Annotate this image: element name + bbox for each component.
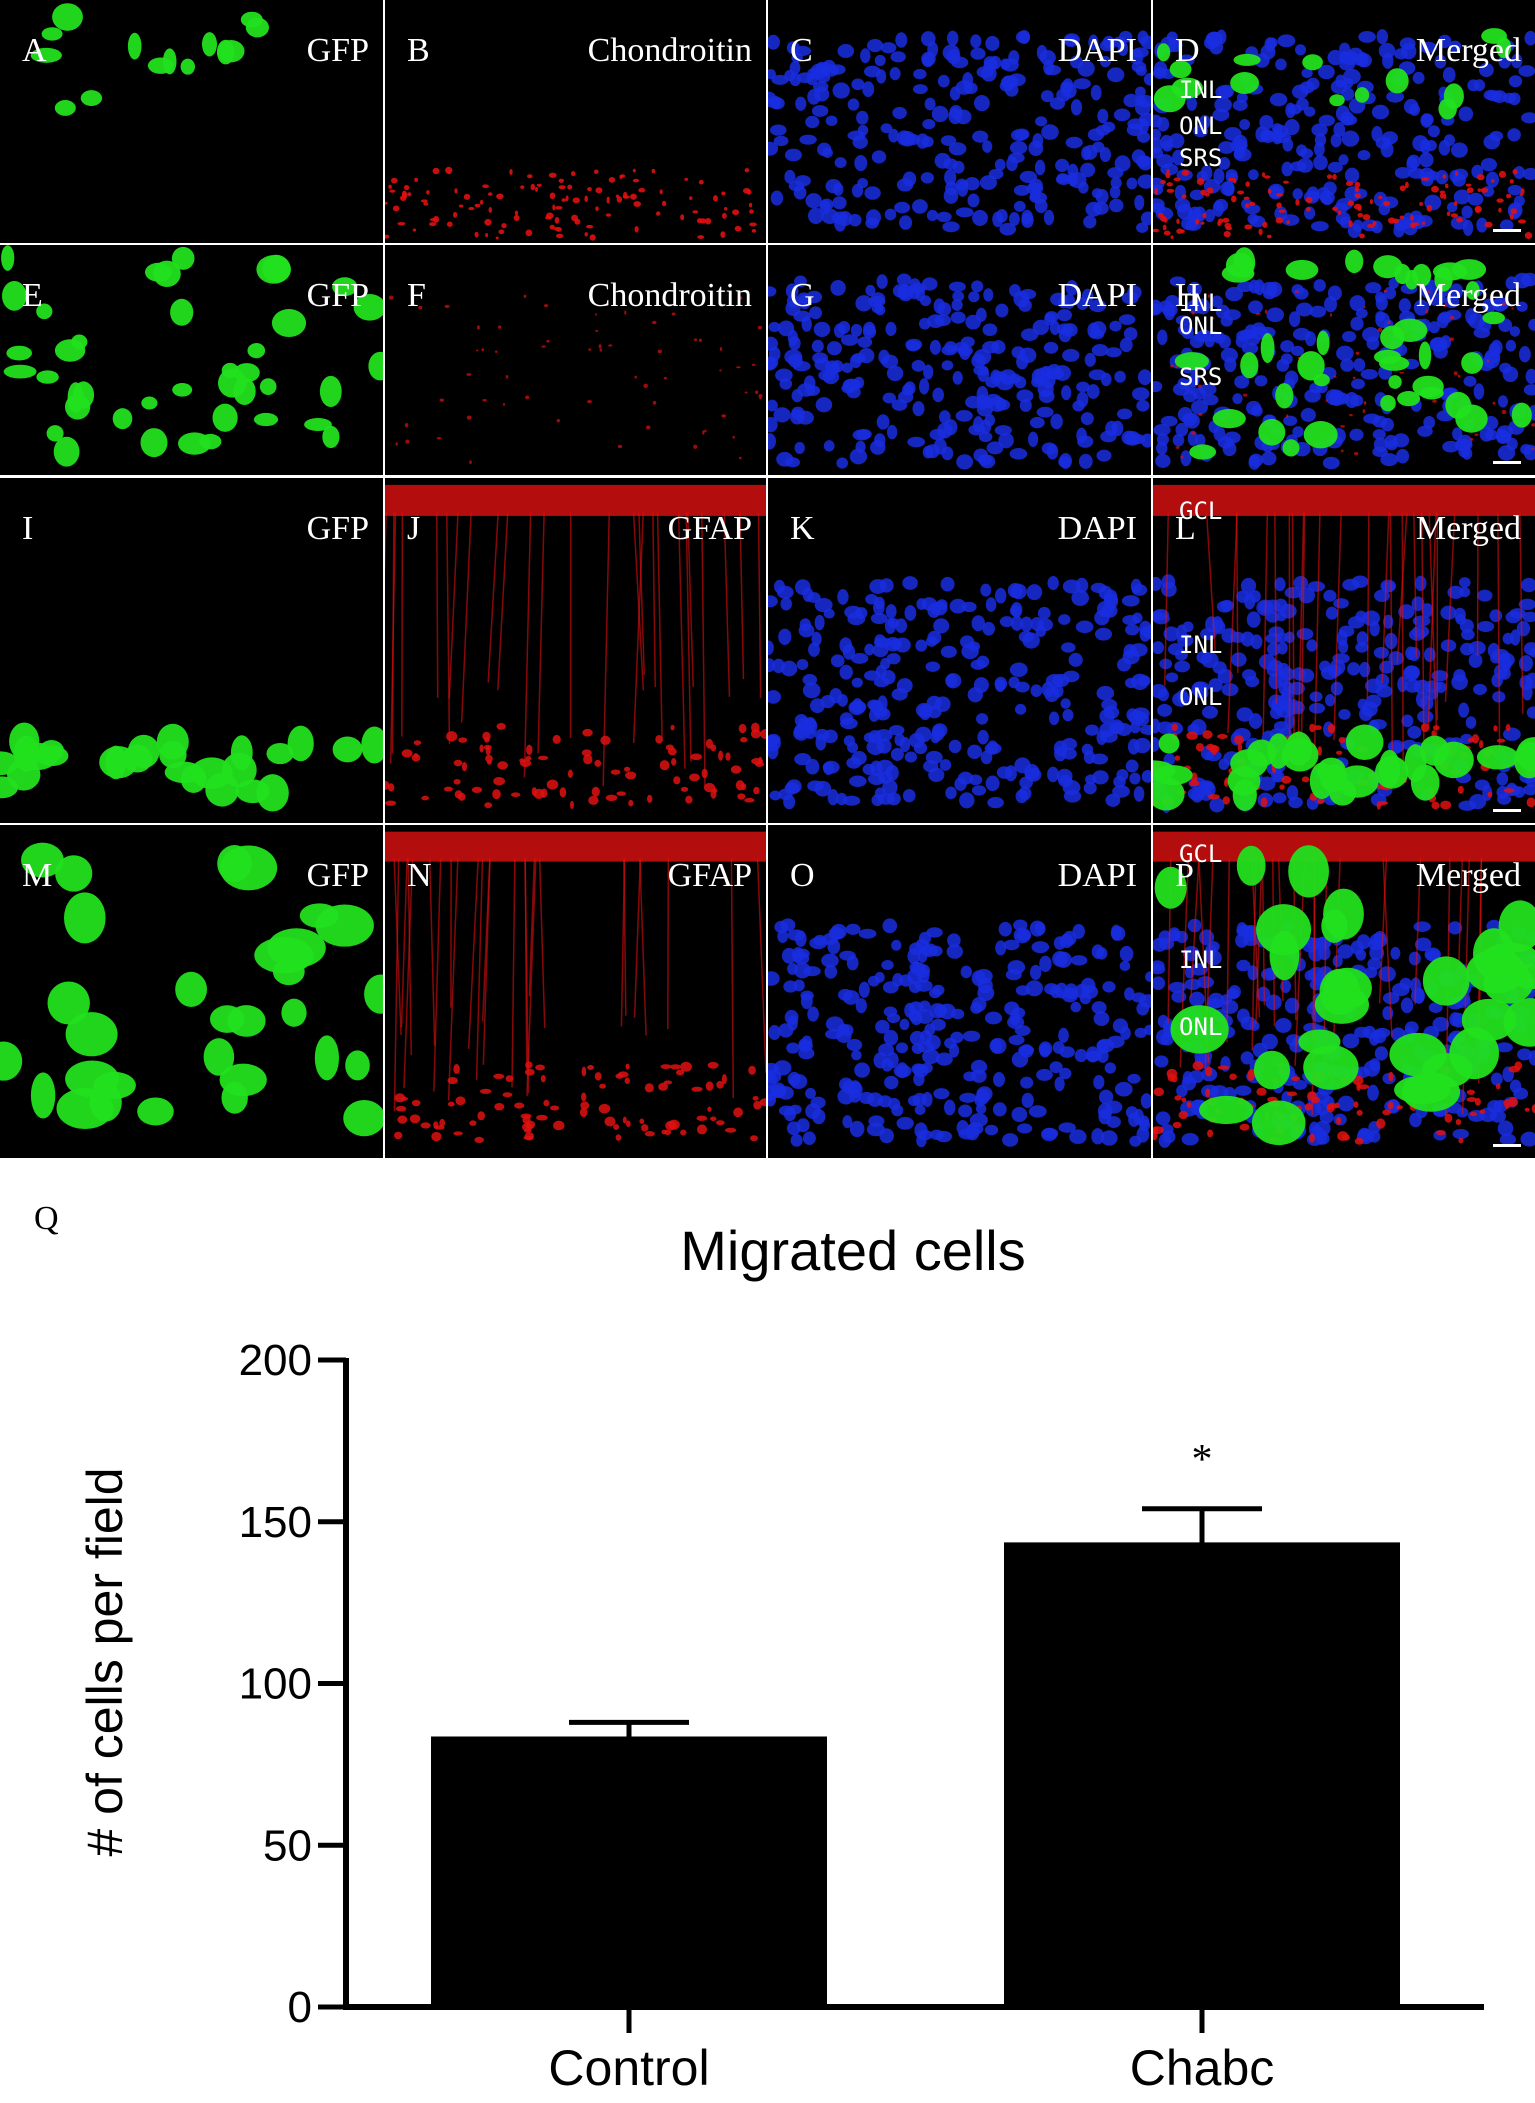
panel-channel-label: Merged xyxy=(1415,277,1521,314)
retinal-layer-label: INL xyxy=(1179,946,1223,975)
panel-letter: I xyxy=(22,510,34,547)
panel-channel-label: DAPI xyxy=(1057,510,1137,547)
micrograph-image xyxy=(388,294,763,464)
micrograph-grid: A GFP B Chondroitin C DAPI D Merged INL ONL SRS E GF… xyxy=(0,0,1535,1158)
micrograph-image xyxy=(1153,28,1535,240)
panel-channel-label: DAPI xyxy=(1057,857,1137,894)
y-axis-label: # of cells per field xyxy=(77,1467,133,1856)
retinal-layer-label: ONL xyxy=(1179,683,1223,711)
micrograph-image xyxy=(768,30,1151,236)
y-tick-label: 200 xyxy=(239,1336,312,1385)
panel-channel-label: GFAP xyxy=(667,510,752,547)
panel-letter: P xyxy=(1175,857,1194,894)
micrograph-panel-e: E GFP xyxy=(0,245,383,475)
micrograph-panel-f: F Chondroitin xyxy=(385,245,766,475)
micrograph-image xyxy=(1,245,383,467)
micrograph-panel-j: J GFAP xyxy=(385,478,766,823)
micrograph-panel-m: M GFP xyxy=(0,825,383,1158)
panel-channel-label: GFP xyxy=(306,857,369,894)
panel-letter: J xyxy=(407,510,421,547)
retinal-layer-label: INL xyxy=(1179,289,1223,317)
panel-channel-label: GFP xyxy=(306,510,369,547)
micrograph-panel-n: N GFAP xyxy=(385,825,766,1158)
panel-channel-label: Merged xyxy=(1415,510,1521,547)
panel-label-q: Q xyxy=(34,1200,59,1237)
y-tick-label: 50 xyxy=(263,1821,312,1870)
panel-channel-label: GFAP xyxy=(667,857,752,894)
scale-bar xyxy=(1493,809,1521,812)
micrograph-panel-i: I GFP xyxy=(0,478,383,823)
micrograph-image xyxy=(1153,247,1535,470)
scale-bar xyxy=(1493,1144,1521,1147)
y-tick-label: 0 xyxy=(288,1983,312,2032)
micrograph-panel-h: H Merged INL ONL SRS xyxy=(1153,245,1535,475)
micrograph-panel-p: P Merged GCL INL ONL xyxy=(1153,825,1535,1158)
y-tick-label: 150 xyxy=(239,1498,312,1547)
panel-channel-label: GFP xyxy=(306,277,369,314)
panel-channel-label: DAPI xyxy=(1057,277,1137,314)
chart-bars: * xyxy=(431,1437,1400,2009)
micrograph-image xyxy=(30,3,269,116)
panel-channel-label: Chondroitin xyxy=(587,32,752,69)
panel-letter: B xyxy=(407,32,430,69)
micrograph-image xyxy=(1153,484,1535,814)
panel-letter: K xyxy=(790,510,815,547)
x-tick-label: Control xyxy=(548,2040,709,2096)
panel-letter: C xyxy=(790,32,813,69)
micrograph-panel-l: L Merged GCL INL ONL xyxy=(1153,478,1535,823)
panel-letter: M xyxy=(22,857,53,894)
significance-marker: * xyxy=(1192,1437,1213,1483)
micrograph-image xyxy=(768,576,1151,810)
panel-letter: H xyxy=(1175,277,1200,314)
panel-letter: A xyxy=(22,32,47,69)
panel-channel-label: Merged xyxy=(1415,857,1521,894)
panel-letter: L xyxy=(1175,510,1196,547)
micrograph-image xyxy=(0,722,383,812)
chart-title: Migrated cells xyxy=(680,1219,1025,1282)
bar-control xyxy=(431,1736,827,2009)
micrograph-image xyxy=(768,273,1151,470)
panel-letter: F xyxy=(407,277,426,314)
panel-channel-label: DAPI xyxy=(1057,32,1137,69)
bar-chart: Migrated cells # of cells per field 0 50 1… xyxy=(77,1219,1484,2096)
retinal-layer-label: INL xyxy=(1179,75,1223,104)
retinal-layer-label: SRS xyxy=(1179,143,1223,172)
panel-letter: G xyxy=(790,277,815,314)
retinal-layer-label: INL xyxy=(1179,631,1223,660)
micrograph-image xyxy=(1153,831,1535,1148)
retinal-layer-label: ONL xyxy=(1179,1012,1223,1041)
micrograph-image xyxy=(768,918,1151,1148)
micrograph-image xyxy=(385,484,766,810)
panel-channel-label: Merged xyxy=(1415,32,1521,69)
micrograph-panel-k: K DAPI xyxy=(768,478,1151,823)
panel-letter: N xyxy=(407,857,432,894)
panel-channel-label: Chondroitin xyxy=(587,277,752,314)
micrograph-image xyxy=(385,166,757,241)
y-tick-label: 100 xyxy=(239,1660,312,1709)
x-tick-label: Chabc xyxy=(1130,2040,1275,2096)
micrograph-panel-a: A GFP xyxy=(0,0,383,243)
retinal-layer-label: GCL xyxy=(1179,496,1223,525)
micrograph-panel-d: D Merged INL ONL SRS xyxy=(1153,0,1535,243)
retinal-layer-label: ONL xyxy=(1179,312,1223,340)
micrograph-panel-c: C DAPI xyxy=(768,0,1151,243)
micrograph-panel-o: O DAPI xyxy=(768,825,1151,1158)
panel-letter: E xyxy=(22,277,43,314)
retinal-layer-label: ONL xyxy=(1179,112,1223,141)
micrograph-image xyxy=(0,842,383,1137)
bar-chabc xyxy=(1004,1542,1400,2009)
micrograph-panel-g: G DAPI xyxy=(768,245,1151,475)
retinal-layer-label: GCL xyxy=(1179,839,1223,868)
micrograph-panel-b: B Chondroitin xyxy=(385,0,766,243)
micrograph-image xyxy=(385,831,766,1143)
scale-bar xyxy=(1493,461,1521,464)
panel-channel-label: GFP xyxy=(306,32,369,69)
panel-letter: O xyxy=(790,857,815,894)
retinal-layer-label: SRS xyxy=(1179,362,1223,391)
panel-letter: D xyxy=(1175,32,1200,69)
scale-bar xyxy=(1493,229,1521,232)
